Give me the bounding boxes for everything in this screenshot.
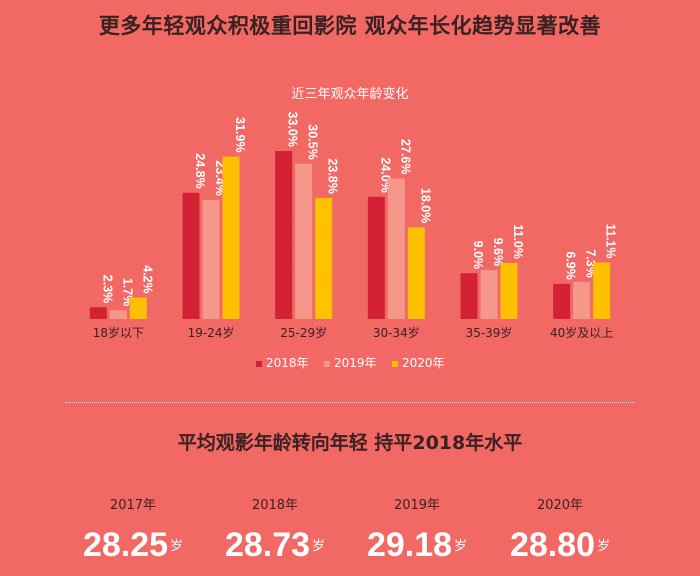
data-label: 18.0% — [418, 188, 432, 223]
bar — [573, 281, 591, 319]
average-age-item: 2017年 28.25 岁 — [58, 494, 208, 565]
data-label: 6.9% — [564, 251, 578, 280]
average-age-value: 28.25 — [82, 526, 169, 564]
bar — [275, 151, 293, 319]
average-age-unit: 岁 — [312, 538, 326, 554]
average-age-unit: 岁 — [597, 538, 611, 554]
bar — [315, 197, 333, 319]
data-label: 11.0% — [511, 224, 525, 259]
data-label: 23.8% — [326, 158, 340, 193]
bar — [182, 192, 200, 319]
average-age-unit: 岁 — [454, 538, 468, 554]
legend-swatch — [324, 361, 330, 367]
bar — [460, 273, 478, 319]
bar — [89, 307, 107, 319]
data-label: 9.0% — [471, 241, 485, 270]
average-age-title: 平均观影年龄转向年轻 持平2018年水平 — [177, 432, 523, 454]
average-age-item: 2019年 29.18 岁 — [342, 494, 492, 565]
bar — [222, 156, 240, 319]
bar — [202, 199, 220, 319]
data-label: 9.6% — [491, 238, 505, 267]
legend-label: 2020年 — [402, 356, 445, 370]
chart-subtitle: 近三年观众年龄变化 — [291, 87, 409, 102]
legend-swatch — [392, 361, 398, 367]
page-title: 更多年轻观众积极重回影院 观众年长化趋势显著改善 — [98, 14, 602, 38]
data-label: 11.1% — [604, 224, 618, 259]
data-label: 31.9% — [233, 117, 247, 152]
x-tick-label: 18岁以下 — [93, 325, 144, 340]
average-age-value: 29.18 — [366, 526, 453, 564]
average-age-year: 2017年 — [109, 498, 157, 513]
bar — [109, 310, 127, 319]
bar — [295, 163, 313, 319]
section-divider — [65, 402, 635, 403]
data-label: 30.5% — [306, 124, 320, 159]
data-label: 33.0% — [286, 112, 300, 147]
bar — [387, 178, 405, 319]
average-age-item: 2020年 28.80 岁 — [485, 494, 635, 565]
average-age-year: 2019年 — [393, 498, 441, 513]
x-tick-label: 40岁及以上 — [550, 325, 613, 340]
bar — [129, 297, 147, 319]
average-age-item: 2018年 28.73 岁 — [200, 494, 350, 565]
average-age-row: 2017年 28.25 岁 2018年 28.73 岁 2019年 29.18 岁 2… — [0, 494, 700, 574]
legend-label: 2018年 — [266, 356, 309, 370]
legend-label: 2019年 — [334, 356, 377, 370]
average-age-value: 28.73 — [224, 526, 311, 564]
x-tick-label: 19-24岁 — [188, 325, 235, 340]
data-label: 4.2% — [140, 265, 154, 294]
x-tick-label: 35-39岁 — [466, 325, 513, 340]
x-tick-label: 30-34岁 — [373, 325, 420, 340]
bar — [480, 270, 498, 319]
data-label: 27.6% — [398, 139, 412, 174]
bar — [407, 227, 425, 319]
average-age-value: 28.80 — [509, 526, 596, 564]
average-age-year: 2020年 — [536, 498, 584, 513]
average-age-year: 2018年 — [251, 498, 299, 513]
average-age-unit: 岁 — [170, 538, 184, 554]
bar — [500, 263, 518, 319]
data-label: 2.3% — [100, 275, 114, 304]
data-label: 24.8% — [193, 153, 207, 188]
bar — [553, 283, 571, 319]
x-tick-label: 25-29岁 — [280, 325, 327, 340]
legend-swatch — [256, 361, 262, 367]
bar — [593, 262, 611, 319]
bar — [367, 196, 385, 319]
